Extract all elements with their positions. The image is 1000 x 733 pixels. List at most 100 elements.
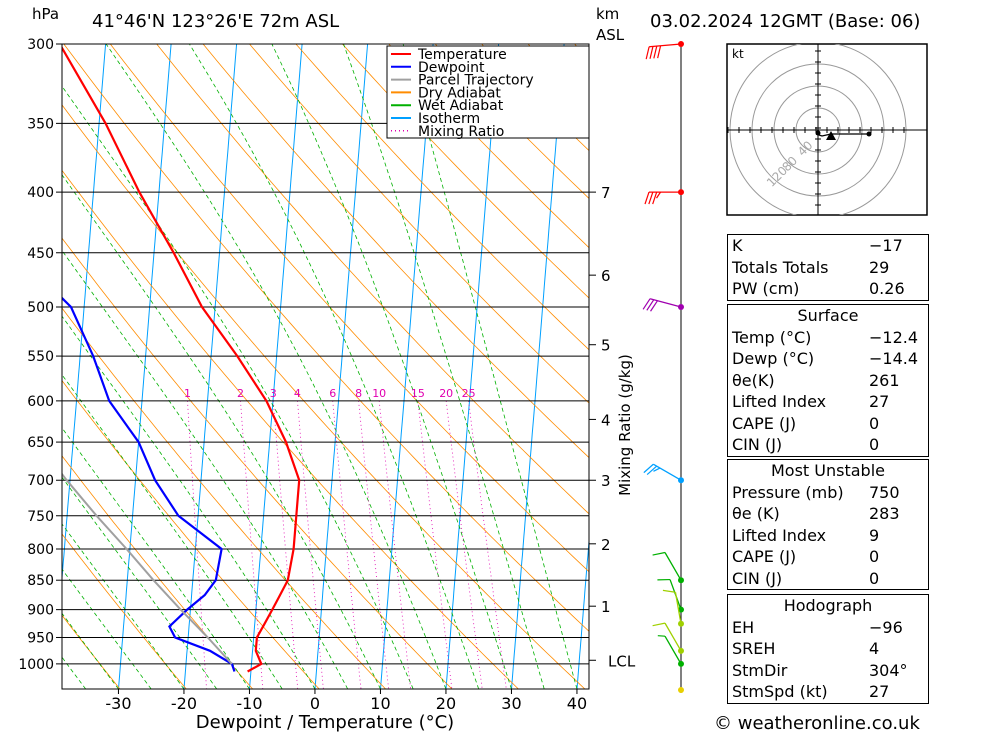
series-parcel-trajectory: [62, 472, 233, 665]
legend-label: Parcel Trajectory: [418, 73, 534, 89]
table-row: θe(K) 261: [728, 370, 928, 392]
pressure-tick-label: 700: [27, 473, 54, 489]
index-value: 750: [869, 482, 900, 502]
hodograph-point: [866, 131, 872, 137]
pressure-tick-label: 650: [27, 435, 54, 451]
isotherm-line: [183, 44, 238, 689]
table-row: CIN (J) 0: [728, 434, 928, 456]
table-row: EH −96: [728, 617, 928, 639]
index-value: 29: [869, 257, 890, 277]
hodograph-unit: kt: [732, 47, 744, 61]
legend-label: Isotherm: [418, 111, 480, 127]
wind-barb-staff: [664, 552, 682, 581]
series-dewpoint: [62, 296, 236, 672]
plot-frame: [61, 43, 590, 690]
wind-barb-staff: [664, 635, 682, 665]
index-value: −96: [869, 617, 903, 637]
table-title: Hodograph: [783, 596, 873, 615]
height-axis: 7 6 5 4 3 2 1 LCL: [589, 184, 636, 670]
wind-barb-feather: [656, 191, 662, 199]
temperature-axis: -30 -20 -10 0 10 20 30 40: [105, 689, 587, 713]
isotherm-line: [510, 44, 565, 689]
height-tick-label: 5: [601, 337, 611, 355]
index-value: 0: [869, 435, 880, 454]
dry-adiabat-line: [63, 44, 589, 632]
wind-barb-feather: [653, 467, 661, 472]
height-tick-label: 2: [601, 536, 611, 554]
wind-barb-feather: [652, 191, 658, 205]
pressure-tick-label: 850: [27, 573, 54, 589]
mixing-ratio-line: [272, 400, 299, 689]
height-tick-label: 1: [601, 598, 611, 616]
mixing-ratio-line: [297, 400, 324, 689]
wind-barb-feather: [657, 45, 662, 59]
location-title: 41°46'N 123°26'E 72m ASL: [92, 11, 339, 32]
wind-barb-feather: [650, 300, 659, 312]
wet-adiabat-line: [62, 374, 283, 689]
table-row: CAPE (J) 0: [728, 546, 928, 568]
mixing-ratio-line: [445, 400, 483, 689]
indices-table-top: K −17 Totals Totals 29 PW (cm) 0.26: [727, 234, 929, 301]
index-label: EH: [732, 617, 755, 637]
table-row: Pressure (mb) 750: [728, 482, 928, 504]
index-value: −12.4: [869, 327, 919, 347]
wet-adiabat-line: [62, 656, 87, 689]
isotherm-line: [248, 44, 303, 689]
index-value: 0.26: [869, 279, 905, 298]
legend-label: Temperature: [417, 47, 507, 63]
pressure-tick-label: 350: [27, 116, 54, 132]
index-value: 4: [869, 639, 880, 658]
pressure-tick-label: 300: [27, 37, 54, 53]
mixing-ratio-line: [358, 400, 389, 689]
wet-adiabat-line: [62, 249, 349, 689]
index-label: SREH: [732, 639, 776, 658]
pressure-tick-label: 950: [27, 630, 54, 646]
index-value: 0: [869, 547, 880, 566]
table-row: Temp (°C) −12.4: [728, 327, 928, 349]
wind-barb-staff: [674, 592, 682, 624]
mixing-ratio-label: 15: [411, 387, 425, 400]
mixing-ratio-label: 20: [439, 387, 453, 400]
pressure-tick-label: 900: [27, 603, 54, 619]
index-value: 283: [869, 504, 900, 523]
isotherm-line: [445, 44, 500, 689]
pressure-tick-label: 750: [27, 509, 54, 525]
wind-barb-feather: [652, 551, 666, 556]
table-row: CIN (J) 0: [728, 568, 928, 590]
table-row: SREH 4: [728, 638, 928, 660]
index-value: 0: [869, 413, 880, 433]
most-unstable-table: Most Unstable Pressure (mb) 750 θe (K) 283 Li…: [727, 459, 929, 590]
wind-barb-staff: [649, 43, 682, 48]
index-value: 0: [869, 568, 880, 588]
dry-adiabat-line: [62, 307, 387, 689]
index-label: CAPE (J): [732, 547, 797, 566]
dry-adiabat-line: [62, 237, 453, 689]
table-row: Lifted Index 9: [728, 525, 928, 547]
series-temperature: [62, 45, 301, 673]
index-value: 27: [869, 392, 890, 411]
pressure-tick-label: 600: [27, 394, 54, 410]
wind-barb-feather: [648, 191, 654, 205]
copyright-text: © weatheronline.co.uk: [714, 713, 920, 733]
wind-barb-feather: [662, 589, 676, 593]
wind-barb-feather: [649, 46, 654, 59]
wet-adiabat-line: [62, 427, 250, 689]
hodograph-point: [815, 130, 821, 136]
table-row: CAPE (J) 0: [728, 413, 928, 435]
table-row: StmDir 304°: [728, 660, 928, 682]
table-title: Surface: [797, 306, 859, 325]
height-tick-label: 7: [601, 184, 611, 202]
dry-adiabat-line: [109, 44, 589, 573]
table-row: Totals Totals 29: [728, 257, 928, 279]
height-tick-label: 3: [601, 472, 611, 490]
table-row: StmSpd (kt) 27: [728, 681, 928, 703]
wet-adiabat-line: [62, 476, 218, 689]
isotherm-line: [117, 44, 172, 689]
wind-barb-staff: [664, 622, 682, 652]
table-row: Lifted Index 27: [728, 391, 928, 413]
wet-adiabat-line: [62, 568, 152, 689]
temperature-tick-label: 40: [567, 694, 587, 713]
wind-barb-staff: [649, 298, 682, 308]
wind-barb-staff: [652, 463, 682, 481]
mixing-ratio-line: [378, 400, 411, 689]
